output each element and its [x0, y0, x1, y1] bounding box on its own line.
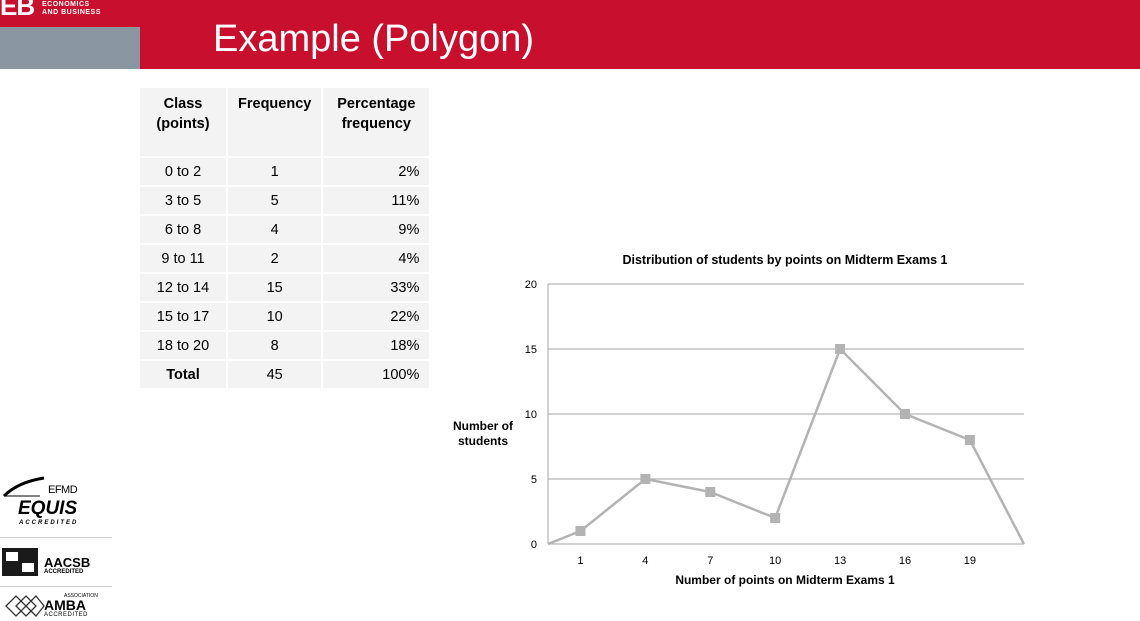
table-row: 15 to 17 10 22% [140, 303, 432, 332]
y-axis-label: Number of students [453, 419, 514, 448]
class-cell: 12 to 14 [140, 274, 228, 303]
amba-logo: ASSOCIATION AMBA ACCREDITED [0, 592, 112, 620]
amba-diamond-icon [5, 595, 45, 617]
amba-accredited-label: ACCREDITED [44, 612, 89, 618]
frequency-cell: 2 [228, 245, 324, 274]
percentage-cell: 2% [323, 158, 432, 187]
table-header-row: Class (points) Frequency Percentage freq… [140, 88, 432, 158]
table-row: 9 to 11 2 4% [140, 245, 432, 274]
class-cell: 15 to 17 [140, 303, 228, 332]
data-point-marker [575, 526, 586, 536]
x-tick-label: 16 [899, 555, 911, 567]
series-line [547, 347, 1026, 546]
table-row: 0 to 2 1 2% [140, 158, 432, 187]
equis-logo: EFMD EQUIS ACCREDITED [0, 472, 112, 530]
data-point-marker [835, 344, 846, 354]
y-axis-ticks: 0 5 10 15 20 [525, 279, 537, 551]
frequency-cell: 15 [228, 274, 324, 303]
data-point-marker [640, 474, 651, 484]
y-axis-label-line: students [458, 434, 508, 448]
chart-series [547, 344, 1026, 546]
y-tick-label: 20 [525, 279, 537, 291]
polygon-chart: Distribution of students by points on Mi… [453, 253, 1026, 587]
y-tick-label: 10 [525, 409, 537, 421]
frequency-table: Class (points) Frequency Percentage freq… [140, 88, 432, 390]
class-cell: 18 to 20 [140, 332, 228, 361]
y-tick-label: 0 [531, 539, 537, 551]
frequency-cell: 8 [228, 332, 324, 361]
aacsb-accredited-label: ACCREDITED [44, 569, 84, 575]
total-frequency-cell: 45 [228, 361, 324, 390]
frequency-cell: 1 [228, 158, 324, 187]
percentage-cell: 4% [323, 245, 432, 274]
data-point-marker [705, 487, 716, 497]
x-tick-label: 1 [577, 555, 583, 567]
x-axis-label: Number of points on Midterm Exams 1 [675, 573, 895, 587]
equis-label: EQUIS [18, 498, 78, 519]
column-header-class: Class (points) [140, 88, 228, 158]
table-row: 18 to 20 8 18% [140, 332, 432, 361]
frequency-cell: 4 [228, 216, 324, 245]
x-axis-ticks: 1 4 7 10 13 16 19 [577, 555, 976, 567]
accreditation-divider [0, 537, 112, 538]
school-logo-text: ECONOMICS AND BUSINESS [42, 1, 101, 17]
column-header-percentage: Percentage frequency [323, 88, 432, 158]
y-tick-label: 15 [525, 344, 537, 356]
x-tick-label: 7 [707, 555, 713, 567]
frequency-cell: 5 [228, 187, 324, 216]
efmd-label: EFMD [48, 484, 78, 496]
aacsb-emblem-icon [2, 548, 38, 576]
aacsb-label: AACSB [44, 555, 91, 570]
total-label-cell: Total [140, 361, 228, 390]
school-logo-mark: EB [0, 0, 35, 21]
equis-swoosh-icon [2, 476, 45, 498]
amba-label: AMBA [44, 597, 86, 613]
table-total-row: Total 45 100% [140, 361, 432, 390]
equis-accredited-label: ACCREDITED [19, 520, 79, 526]
x-tick-label: 10 [769, 555, 781, 567]
table-row: 6 to 8 4 9% [140, 216, 432, 245]
chart-gridlines [547, 283, 1024, 545]
chart-title: Distribution of students by points on Mi… [622, 253, 947, 267]
logo-grey-block [0, 27, 140, 69]
percentage-cell: 11% [323, 187, 432, 216]
slide-title: Example (Polygon) [213, 18, 535, 60]
logo-line-2: AND BUSINESS [42, 9, 101, 16]
percentage-cell: 9% [323, 216, 432, 245]
y-tick-label: 5 [531, 474, 537, 486]
x-tick-label: 19 [964, 555, 976, 567]
class-cell: 0 to 2 [140, 158, 228, 187]
aacsb-logo: AACSB ACCREDITED [0, 548, 112, 578]
class-cell: 9 to 11 [140, 245, 228, 274]
data-point-marker [900, 409, 910, 419]
x-tick-label: 13 [834, 555, 846, 567]
percentage-cell: 18% [323, 332, 432, 361]
data-point-marker [964, 435, 975, 445]
class-cell: 3 to 5 [140, 187, 228, 216]
title-bar [0, 0, 1140, 69]
percentage-cell: 33% [323, 274, 432, 303]
logo-line-1: ECONOMICS [42, 1, 90, 8]
percentage-cell: 22% [323, 303, 432, 332]
table-row: 3 to 5 5 11% [140, 187, 432, 216]
class-cell: 6 to 8 [140, 216, 228, 245]
accreditation-divider [0, 586, 112, 587]
data-point-marker [770, 513, 781, 523]
amba-association-label: ASSOCIATION [64, 593, 98, 599]
total-percentage-cell: 100% [323, 361, 432, 390]
column-header-frequency: Frequency [228, 88, 324, 158]
table-row: 12 to 14 15 33% [140, 274, 432, 303]
x-tick-label: 4 [642, 555, 648, 567]
frequency-cell: 10 [228, 303, 324, 332]
y-axis-label-line: Number of [453, 419, 514, 433]
